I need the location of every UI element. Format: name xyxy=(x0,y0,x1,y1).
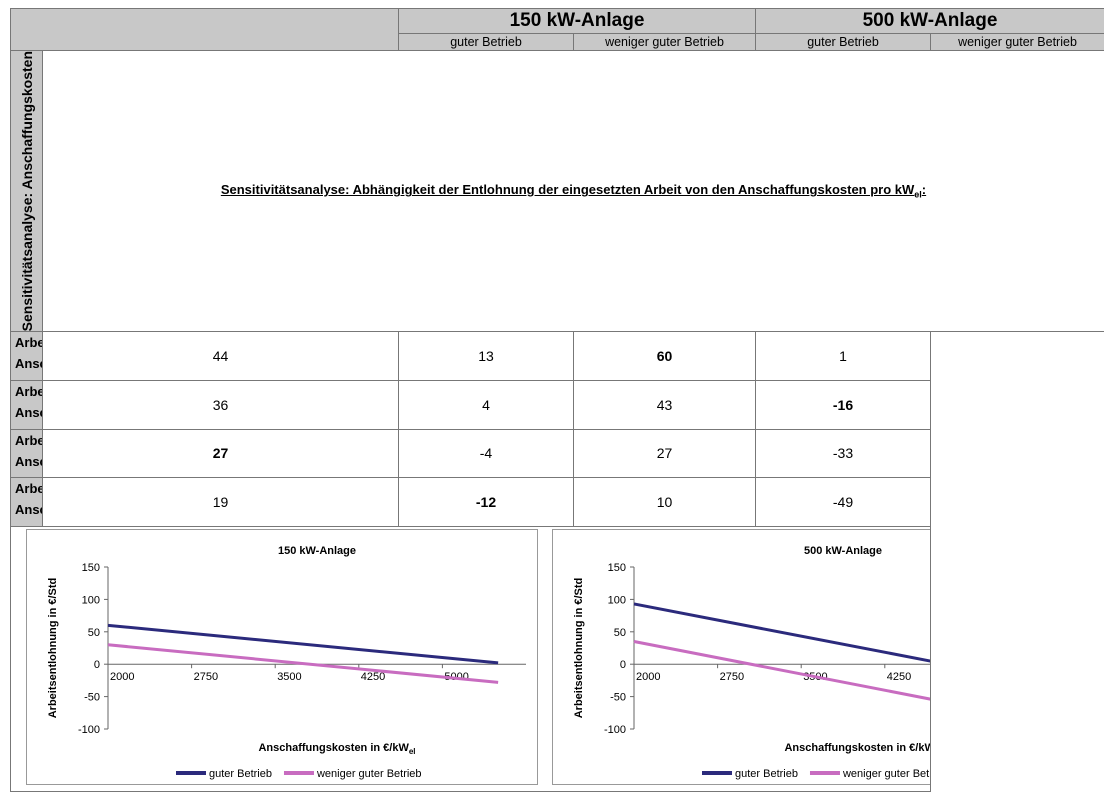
chart: 500 kW-Anlage Arbeitsentlohnung in €/Std -… xyxy=(552,529,931,785)
x-tick-label: 3500 xyxy=(277,671,301,683)
value-cell: 4 xyxy=(399,380,574,429)
x-tick-label: 2750 xyxy=(720,671,744,683)
page: 150 kW-Anlage 500 kW-Anlage guter Betrie… xyxy=(0,0,1104,506)
y-axis-label: Arbeitsentlohnung in €/Std xyxy=(573,577,585,718)
subheader-text: Sensitivitätsanalyse: Abhängigkeit der E… xyxy=(221,182,914,197)
y-tick-label: 0 xyxy=(620,659,626,671)
x-axis-label-text: Anschaffungskosten in €/kW xyxy=(258,742,409,754)
subheader-sub: el xyxy=(914,190,922,200)
x-axis-label-sub: el xyxy=(409,747,416,756)
value-cell: 10 xyxy=(574,478,756,527)
row-label-line: Arbeitsentlohnung in €/Std bei xyxy=(15,430,38,451)
row-label: Arbeitsentlohnung in €/Std beiAnschaffun… xyxy=(11,380,43,429)
column-header: weniger guter Betrieb xyxy=(931,34,1104,51)
row-label-line: Anschaffungskosten von 3.500€/kWel xyxy=(15,402,38,429)
value-cell: -16 xyxy=(756,380,931,429)
value-cell: -4 xyxy=(399,429,574,478)
value-cell: 13 xyxy=(399,332,574,381)
row-label-line: Arbeitsentlohnung in €/Std bei xyxy=(15,478,38,499)
y-tick-label: -50 xyxy=(84,691,100,703)
chart-cell: 150 kW-Anlage Arbeitsentlohnung in €/Std -… xyxy=(11,526,931,791)
x-axis-label-text: Anschaffungskosten in €/kW xyxy=(784,742,930,754)
y-tick-label: 100 xyxy=(82,594,100,606)
x-tick-label: 2000 xyxy=(636,671,660,683)
row: Arbeitsentlohnung in €/Std beiAnschaffun… xyxy=(11,478,1104,527)
row: Arbeitsentlohnung in €/Std beiAnschaffun… xyxy=(11,380,1104,429)
row-label-line: Arbeitsentlohnung in €/Std bei xyxy=(15,381,38,402)
row-label-line: Anschaffungskosten von 4.500€/kWel xyxy=(15,499,38,526)
row-label-text: Anschaffungskosten von 4.000€/kW xyxy=(15,454,43,469)
y-axis-label: Arbeitsentlohnung in €/Std xyxy=(47,577,59,718)
value-cell: 60 xyxy=(574,332,756,381)
y-tick-label: 0 xyxy=(94,659,100,671)
y-tick-label: 150 xyxy=(608,562,626,574)
y-tick-label: 100 xyxy=(608,594,626,606)
row: Arbeitsentlohnung in €/Std beiAnschaffun… xyxy=(11,429,1104,478)
value-cell: 44 xyxy=(43,332,399,381)
row-label-text: Anschaffungskosten von 3.000€/kW xyxy=(15,356,43,371)
x-tick-label: 2000 xyxy=(110,671,134,683)
x-tick-label: 2750 xyxy=(194,671,218,683)
column-header: guter Betrieb xyxy=(756,34,931,51)
x-axis-label: Anschaffungskosten in €/kWel xyxy=(258,742,415,756)
value-cell: -49 xyxy=(756,478,931,527)
value-cell: 19 xyxy=(43,478,399,527)
corner xyxy=(11,9,399,51)
row-label: Arbeitsentlohnung in €/Std beiAnschaffun… xyxy=(11,478,43,527)
row-label-text: Anschaffungskosten von 4.500€/kW xyxy=(15,502,43,517)
y-tick-label: -100 xyxy=(604,724,626,736)
y-tick-label: -50 xyxy=(610,691,626,703)
y-tick-label: 50 xyxy=(614,627,626,639)
side-label: Sensitivitätsanalyse: Anschaffungskosten xyxy=(19,51,35,331)
legend-label: weniger guter Betrieb xyxy=(842,768,931,780)
subheader: Sensitivitätsanalyse: Abhängigkeit der E… xyxy=(43,51,1104,332)
row-label: Arbeitsentlohnung in €/Std beiAnschaffun… xyxy=(11,429,43,478)
group-header: 150 kW-Anlage xyxy=(399,9,756,34)
legend-label: weniger guter Betrieb xyxy=(316,768,422,780)
legend-label: guter Betrieb xyxy=(209,768,272,780)
y-tick-label: -100 xyxy=(78,724,100,736)
y-tick-label: 50 xyxy=(88,627,100,639)
row-label-text: Anschaffungskosten von 3.500€/kW xyxy=(15,405,43,420)
subheader-end: : xyxy=(922,182,926,197)
column-header: weniger guter Betrieb xyxy=(574,34,756,51)
row-label-line: Arbeitsentlohnung in €/Std bei xyxy=(15,332,38,353)
x-axis-label: Anschaffungskosten in €/kWel xyxy=(784,742,930,756)
value-cell: 43 xyxy=(574,380,756,429)
row-label: Arbeitsentlohnung in €/Std beiAnschaffun… xyxy=(11,332,43,381)
value-cell: 36 xyxy=(43,380,399,429)
x-tick-label: 4250 xyxy=(887,671,911,683)
side-cell: Sensitivitätsanalyse: Anschaffungskosten xyxy=(11,51,43,332)
chart-title: 150 kW-Anlage xyxy=(278,545,356,557)
value-cell: 27 xyxy=(43,429,399,478)
value-cell: 27 xyxy=(574,429,756,478)
value-cell: -12 xyxy=(399,478,574,527)
column-header: guter Betrieb xyxy=(399,34,574,51)
group-header: 500 kW-Anlage xyxy=(756,9,1104,34)
chart-title: 500 kW-Anlage xyxy=(804,545,882,557)
value-cell: 1 xyxy=(756,332,931,381)
y-tick-label: 150 xyxy=(82,562,100,574)
value-cell: -33 xyxy=(756,429,931,478)
row-label-line: Anschaffungskosten von 4.000€/kWel xyxy=(15,451,38,478)
table: 150 kW-Anlage 500 kW-Anlage guter Betrie… xyxy=(10,8,1104,792)
row-label-line: Anschaffungskosten von 3.000€/kWel xyxy=(15,353,38,380)
chart: 150 kW-Anlage Arbeitsentlohnung in €/Std -… xyxy=(26,529,538,785)
row: Arbeitsentlohnung in €/Std beiAnschaffun… xyxy=(11,332,1104,381)
x-tick-label: 4250 xyxy=(361,671,385,683)
legend-label: guter Betrieb xyxy=(735,768,798,780)
